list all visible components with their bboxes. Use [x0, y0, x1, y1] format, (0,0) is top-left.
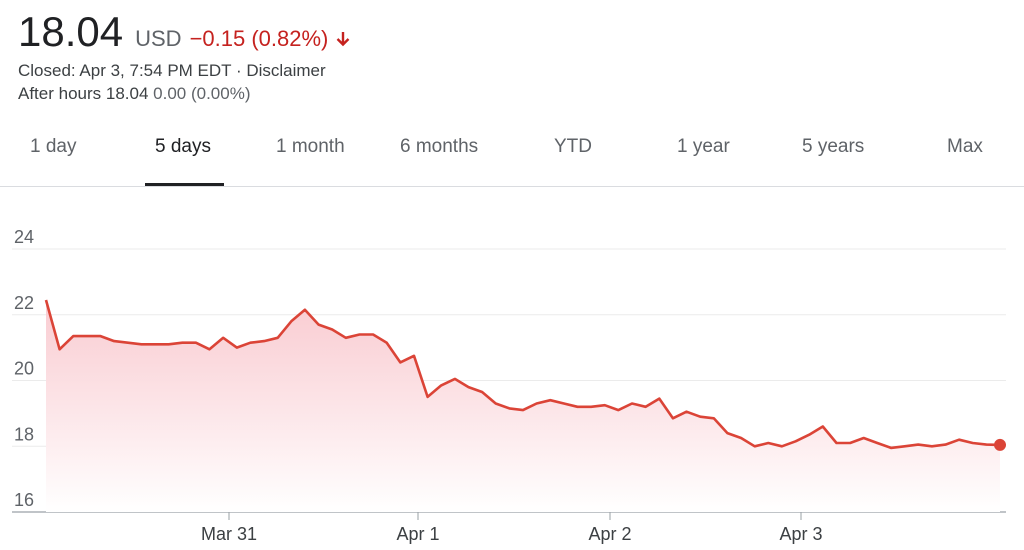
y-tick-label: 16 — [14, 490, 34, 510]
tab-1-month[interactable]: 1 month — [276, 136, 345, 157]
tab-1-day[interactable]: 1 day — [30, 136, 77, 157]
tab-max[interactable]: Max — [947, 136, 983, 157]
x-tick-label: Apr 3 — [779, 524, 822, 544]
price-area-fill — [46, 300, 1000, 512]
after-hours-label: After hours 18.04 — [18, 84, 149, 103]
price-chart[interactable]: 16 18 20 22 24 Mar 31 Apr 1 Apr 2 Apr 3 — [0, 186, 1024, 550]
tab-1-year[interactable]: 1 year — [677, 136, 730, 157]
currency-label: USD — [135, 26, 182, 51]
tab-5-days[interactable]: 5 days — [155, 136, 211, 157]
tab-ytd[interactable]: YTD — [554, 136, 592, 157]
y-tick-label: 18 — [14, 424, 34, 444]
x-tick-label: Mar 31 — [201, 524, 257, 544]
y-tick-label: 20 — [14, 359, 34, 379]
after-hours-change: 0.00 (0.00%) — [153, 84, 251, 103]
current-price: 18.04 — [18, 8, 124, 55]
x-tick-label: Apr 2 — [588, 524, 631, 544]
last-price-point — [994, 438, 1006, 451]
y-tick-label: 22 — [14, 293, 34, 313]
arrow-down-icon — [337, 32, 350, 47]
y-tick-label: 24 — [14, 227, 34, 247]
after-hours-info: After hours 18.04 0.00 (0.00%) — [18, 84, 251, 104]
price-change: −0.15 (0.82%) — [189, 26, 329, 51]
tab-5-years[interactable]: 5 years — [802, 136, 865, 157]
closed-info: Closed: Apr 3, 7:54 PM EDT · Disclaimer — [18, 61, 326, 80]
tab-6-months[interactable]: 6 months — [400, 136, 479, 157]
active-tab-indicator — [145, 183, 224, 186]
range-tabs: 1 day 5 days 1 month 6 months YTD 1 year… — [0, 120, 1024, 187]
x-tick-label: Apr 1 — [396, 524, 439, 544]
price-line — [44, 299, 1001, 450]
quote-header: 18.04 USD −0.15 (0.82%) — [18, 8, 352, 64]
